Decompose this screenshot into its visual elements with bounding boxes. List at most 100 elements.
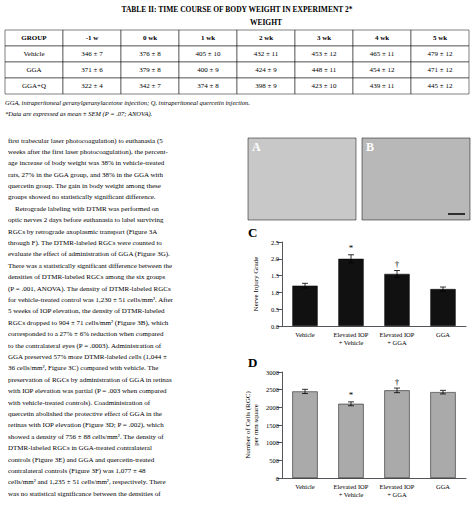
svg-text:1500: 1500 [266, 422, 279, 429]
svg-text:0 wk: 0 wk [143, 34, 157, 42]
svg-text:453 ± 12: 453 ± 12 [312, 50, 337, 58]
svg-text:400 ± 9: 400 ± 9 [197, 66, 219, 74]
svg-text:454 ± 12: 454 ± 12 [370, 66, 395, 74]
svg-text:*Data are expressed as mean ±: *Data are expressed as mean ± SEM (P = .… [5, 110, 153, 118]
svg-text:with IOP elevation was partial: with IOP elevation was partial (P = .003… [8, 387, 167, 395]
svg-text:374 ± 8: 374 ± 8 [197, 82, 219, 90]
svg-text:controls (Figure 3E) and GGA a: controls (Figure 3E) and GGA and quercet… [8, 456, 155, 464]
svg-text:2 wk: 2 wk [259, 34, 273, 42]
svg-text:376 ± 8: 376 ± 8 [139, 50, 161, 58]
svg-text:Vehicle: Vehicle [295, 483, 315, 490]
svg-text:optic nerves 2 days before eut: optic nerves 2 days before euthanasia to… [8, 216, 164, 224]
svg-text:TABLE II: TIME COURSE OF BODY: TABLE II: TIME COURSE OF BODY WEIGHT IN … [121, 5, 352, 14]
svg-text:322 ± 4: 322 ± 4 [81, 82, 103, 90]
svg-text:C: C [248, 225, 257, 240]
svg-text:for vehicle-treated control wa: for vehicle-treated control was 1,230 ± … [8, 296, 174, 304]
svg-text:2.5: 2.5 [271, 239, 279, 246]
svg-text:Vehicle: Vehicle [295, 331, 315, 338]
svg-text:Retrograde labeling with DTMR: Retrograde labeling with DTMR was perfor… [8, 205, 159, 213]
svg-text:showed a density of 756 ± 88 c: showed a density of 756 ± 88 cells/mm². … [8, 433, 164, 441]
svg-text:GGA, intraperitoneal geranylge: GGA, intraperitoneal geranylgeranylaceto… [5, 99, 250, 106]
svg-text:GGA: GGA [26, 66, 41, 74]
svg-text:2.0: 2.0 [271, 255, 279, 262]
svg-text:GROUP: GROUP [21, 34, 47, 42]
svg-text:471 ± 12: 471 ± 12 [428, 66, 453, 74]
svg-text:346 ± 7: 346 ± 7 [81, 50, 103, 58]
svg-text:(P = .001, ANOVA). The density: (P = .001, ANOVA). The density of DTMR-l… [8, 285, 171, 293]
svg-text:445 ± 12: 445 ± 12 [428, 82, 453, 90]
svg-text:age increase of body weight wa: age increase of body weight was 38% in v… [8, 159, 165, 167]
svg-text:preservation of RGCs by admini: preservation of RGCs by administration o… [8, 376, 172, 384]
svg-text:retinas with IOP elevation (Fi: retinas with IOP elevation (Figure 3D; P… [8, 421, 164, 429]
svg-text:through F). The DTMR-labeled R: through F). The DTMR-labeled RGCs were c… [8, 239, 162, 247]
svg-text:DTMR-labeled RGCs in GGA-treat: DTMR-labeled RGCs in GGA-treated contral… [8, 444, 152, 452]
svg-text:3 wk: 3 wk [317, 34, 331, 42]
svg-text:5 wk: 5 wk [433, 34, 447, 42]
svg-text:GGA: GGA [436, 483, 450, 490]
svg-text:first trabecular laser photoco: first trabecular laser photocoagulation)… [8, 137, 163, 145]
svg-text:424 ± 9: 424 ± 9 [255, 66, 277, 74]
svg-text:Number of Cells (RGC): Number of Cells (RGC) [244, 391, 252, 459]
svg-text:5 weeks of IOP elevation, the: 5 weeks of IOP elevation, the density of… [8, 307, 165, 315]
svg-text:448 ± 11: 448 ± 11 [312, 66, 337, 74]
svg-text:342 ± 7: 342 ± 7 [139, 82, 161, 90]
svg-text:-1 w: -1 w [86, 34, 100, 42]
svg-text:465 ± 11: 465 ± 11 [370, 50, 395, 58]
svg-text:Elevated IOP: Elevated IOP [380, 483, 415, 490]
svg-text:GGA: GGA [436, 331, 450, 338]
svg-text:4 wk: 4 wk [375, 34, 389, 42]
svg-text:weeks after the first laser ph: weeks after the first laser photocoagula… [8, 148, 168, 156]
svg-text:Vehicle: Vehicle [24, 50, 45, 58]
svg-text:371 ± 6: 371 ± 6 [81, 66, 103, 74]
svg-text:500: 500 [269, 457, 279, 464]
svg-text:Elevated IOP: Elevated IOP [334, 331, 369, 338]
svg-text:A: A [252, 140, 261, 154]
svg-text:RGCs by retrograde axoplasmic: RGCs by retrograde axoplasmic transport … [8, 228, 157, 236]
svg-text:1.5: 1.5 [271, 272, 279, 279]
svg-text:432 ± 11: 432 ± 11 [254, 50, 279, 58]
svg-text:cells/mm² and 1,235 ± 51 cells: cells/mm² and 1,235 ± 51 cells/mm², resp… [8, 478, 166, 486]
svg-text:D: D [248, 355, 257, 370]
svg-text:evaluate the effect of adminis: evaluate the effect of administration of… [8, 250, 170, 258]
svg-text:+ GGA: + GGA [387, 339, 407, 346]
svg-text:0: 0 [276, 475, 279, 482]
svg-text:1000: 1000 [266, 439, 279, 446]
svg-text:0.0: 0.0 [271, 323, 279, 330]
svg-text:0.5: 0.5 [271, 306, 279, 313]
svg-text:405 ± 10: 405 ± 10 [196, 50, 221, 58]
svg-text:quercetin group. The gain in b: quercetin group. The gain in body weight… [8, 182, 161, 190]
svg-text:+ Vehicle: + Vehicle [339, 491, 364, 498]
svg-text:Nerve Injury Grade: Nerve Injury Grade [252, 257, 260, 312]
svg-text:GGA preserved 57% more DTMR-la: GGA preserved 57% more DTMR-labeled cell… [8, 353, 167, 361]
svg-text:*: * [349, 390, 354, 400]
svg-text:1 wk: 1 wk [201, 34, 215, 42]
svg-text:was no statistical significanc: was no statistical significance between … [8, 490, 161, 498]
svg-text:3000: 3000 [266, 369, 279, 376]
svg-text:groups showed no statistically: groups showed no statistically significa… [8, 193, 156, 201]
svg-text:GGA+Q: GGA+Q [22, 82, 46, 90]
svg-text:1.0: 1.0 [271, 289, 279, 296]
svg-text:contralateral controls (Figure: contralateral controls (Figure 3F) was 1… [8, 467, 146, 475]
svg-text:per mm square: per mm square [252, 404, 260, 446]
svg-text:corresponded to a 27% ± 6% red: corresponded to a 27% ± 6% reduction whe… [8, 330, 164, 338]
svg-text:2000: 2000 [266, 404, 279, 411]
svg-text:with vehicle-treated controls): with vehicle-treated controls). Coadmini… [8, 399, 151, 407]
svg-text:to the contralateral eyes (P =: to the contralateral eyes (P = .0003). A… [8, 342, 162, 350]
svg-text:+ Vehicle: + Vehicle [339, 339, 364, 346]
svg-text:Elevated IOP: Elevated IOP [334, 483, 369, 490]
svg-text:+ GGA: + GGA [387, 491, 407, 498]
svg-text:RGCs dropped to 904 ± 71 cells: RGCs dropped to 904 ± 71 cells/mm² (Figu… [8, 319, 169, 327]
svg-text:423 ± 10: 423 ± 10 [312, 82, 337, 90]
svg-text:439 ± 11: 439 ± 11 [370, 82, 395, 90]
svg-text:There was a statistically sign: There was a statistically significant di… [8, 262, 172, 270]
svg-text:rats, 27% in the GGA group, an: rats, 27% in the GGA group, and 38% in t… [8, 171, 163, 179]
svg-text:36 cells/mm², Figure 3C) compa: 36 cells/mm², Figure 3C) compared with v… [8, 364, 158, 372]
svg-text:379 ± 8: 379 ± 8 [139, 66, 161, 74]
svg-text:479 ± 12: 479 ± 12 [428, 50, 453, 58]
svg-text:†: † [395, 259, 400, 269]
svg-text:B: B [366, 140, 374, 154]
svg-text:2500: 2500 [266, 386, 279, 393]
svg-text:†: † [395, 377, 400, 387]
svg-text:*: * [349, 243, 354, 253]
svg-text:398 ± 9: 398 ± 9 [255, 82, 277, 90]
